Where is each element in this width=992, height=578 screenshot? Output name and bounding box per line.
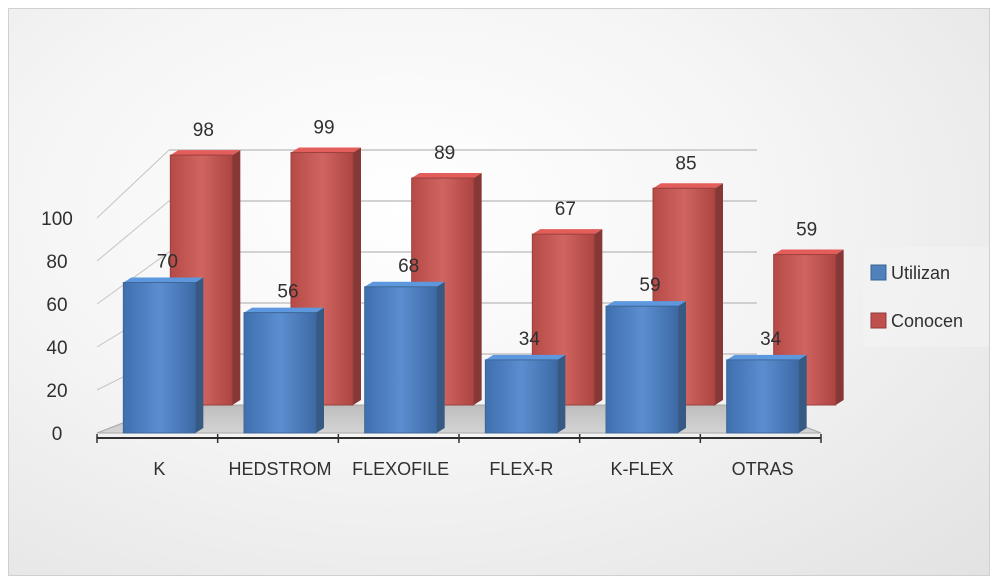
- series-utilizan: 70 56 68 34 59 34: [122, 252, 807, 434]
- bar-top: [606, 301, 686, 307]
- legend: Utilizan Conocen: [863, 247, 989, 347]
- data-label-conocen: 85: [675, 153, 696, 174]
- bar-top: [773, 249, 844, 255]
- bar-top: [532, 229, 603, 235]
- bar-top: [411, 173, 482, 179]
- data-label-utilizan: 34: [519, 329, 541, 350]
- bar-side: [715, 183, 723, 405]
- bar-utilizan: [484, 354, 566, 434]
- data-label-conocen: 99: [313, 118, 334, 139]
- data-label-utilizan: 70: [157, 252, 178, 273]
- bar-side: [232, 150, 241, 405]
- chart-floor: [96, 404, 822, 434]
- x-axis: K HEDSTROM FLEXOFILE FLEX-R K-FLEX OTRAS: [96, 434, 822, 479]
- legend-label: Utilizan: [891, 263, 950, 283]
- legend-swatch: [870, 312, 887, 329]
- bar-top: [291, 147, 361, 153]
- legend-item: Utilizan: [870, 263, 950, 283]
- y-tick-label: 100: [41, 209, 73, 230]
- bar-top: [485, 354, 566, 360]
- data-label-conocen: 98: [193, 120, 214, 141]
- category-label: OTRAS: [732, 459, 794, 479]
- bar-front: [726, 359, 800, 434]
- bar-chart: 0 20 40 60 80 100 98 99 89 67 85 59 70 56 68 34 59 34 K…: [41, 118, 989, 479]
- floor-plane: [96, 404, 822, 434]
- category-label: K: [153, 459, 165, 479]
- y-tick-label: 20: [46, 381, 67, 402]
- bar-top: [123, 277, 204, 283]
- wall-gridline: [96, 200, 170, 262]
- data-label-utilizan: 34: [760, 329, 782, 350]
- bar-utilizan: [605, 301, 686, 434]
- bar-side: [353, 147, 361, 406]
- bar-side: [195, 277, 204, 433]
- bar-utilizan: [726, 354, 807, 434]
- bar-front: [122, 282, 196, 434]
- bar-top: [364, 281, 445, 287]
- data-label-conocen: 67: [555, 199, 576, 220]
- y-tick-label: 60: [46, 295, 67, 316]
- bar-utilizan: [243, 307, 324, 434]
- bar-top: [170, 150, 241, 156]
- bar-side: [835, 249, 844, 405]
- bar-side: [316, 307, 324, 433]
- data-label-utilizan: 59: [639, 275, 660, 296]
- bar-side: [557, 354, 566, 433]
- legend-swatch: [870, 264, 887, 281]
- data-label-utilizan: 56: [277, 282, 298, 303]
- category-label: HEDSTROM: [229, 459, 332, 479]
- bar-top: [653, 183, 723, 189]
- y-tick-label: 40: [46, 338, 67, 359]
- bar-front: [484, 359, 558, 434]
- bar-side: [436, 281, 445, 433]
- bar-front: [605, 305, 679, 434]
- category-label: FLEX-R: [489, 459, 553, 479]
- legend-label: Conocen: [891, 311, 963, 331]
- bar-side: [594, 229, 603, 405]
- y-axis-ticks: 0 20 40 60 80 100: [41, 209, 73, 445]
- data-label-conocen: 89: [434, 143, 455, 164]
- bar-top: [726, 354, 807, 360]
- bar-front: [364, 286, 438, 434]
- data-label-utilizan: 68: [398, 256, 419, 277]
- category-label: K-FLEX: [610, 459, 673, 479]
- bar-side: [678, 301, 686, 433]
- bar-side: [473, 173, 482, 405]
- bar-top: [244, 307, 324, 313]
- bar-utilizan: [364, 281, 445, 434]
- chart-frame: 0 20 40 60 80 100 98 99 89 67 85 59 70 56 68 34 59 34 K…: [8, 8, 990, 576]
- legend-box: [863, 247, 989, 347]
- legend-item: Conocen: [870, 311, 963, 331]
- wall-gridline: [96, 149, 170, 219]
- bar-side: [798, 354, 807, 433]
- category-label: FLEXOFILE: [352, 459, 449, 479]
- y-tick-label: 80: [46, 252, 67, 273]
- bar-front: [243, 312, 317, 434]
- y-tick-label: 0: [52, 424, 63, 445]
- bar-utilizan: [122, 277, 204, 434]
- data-label-conocen: 59: [796, 220, 817, 241]
